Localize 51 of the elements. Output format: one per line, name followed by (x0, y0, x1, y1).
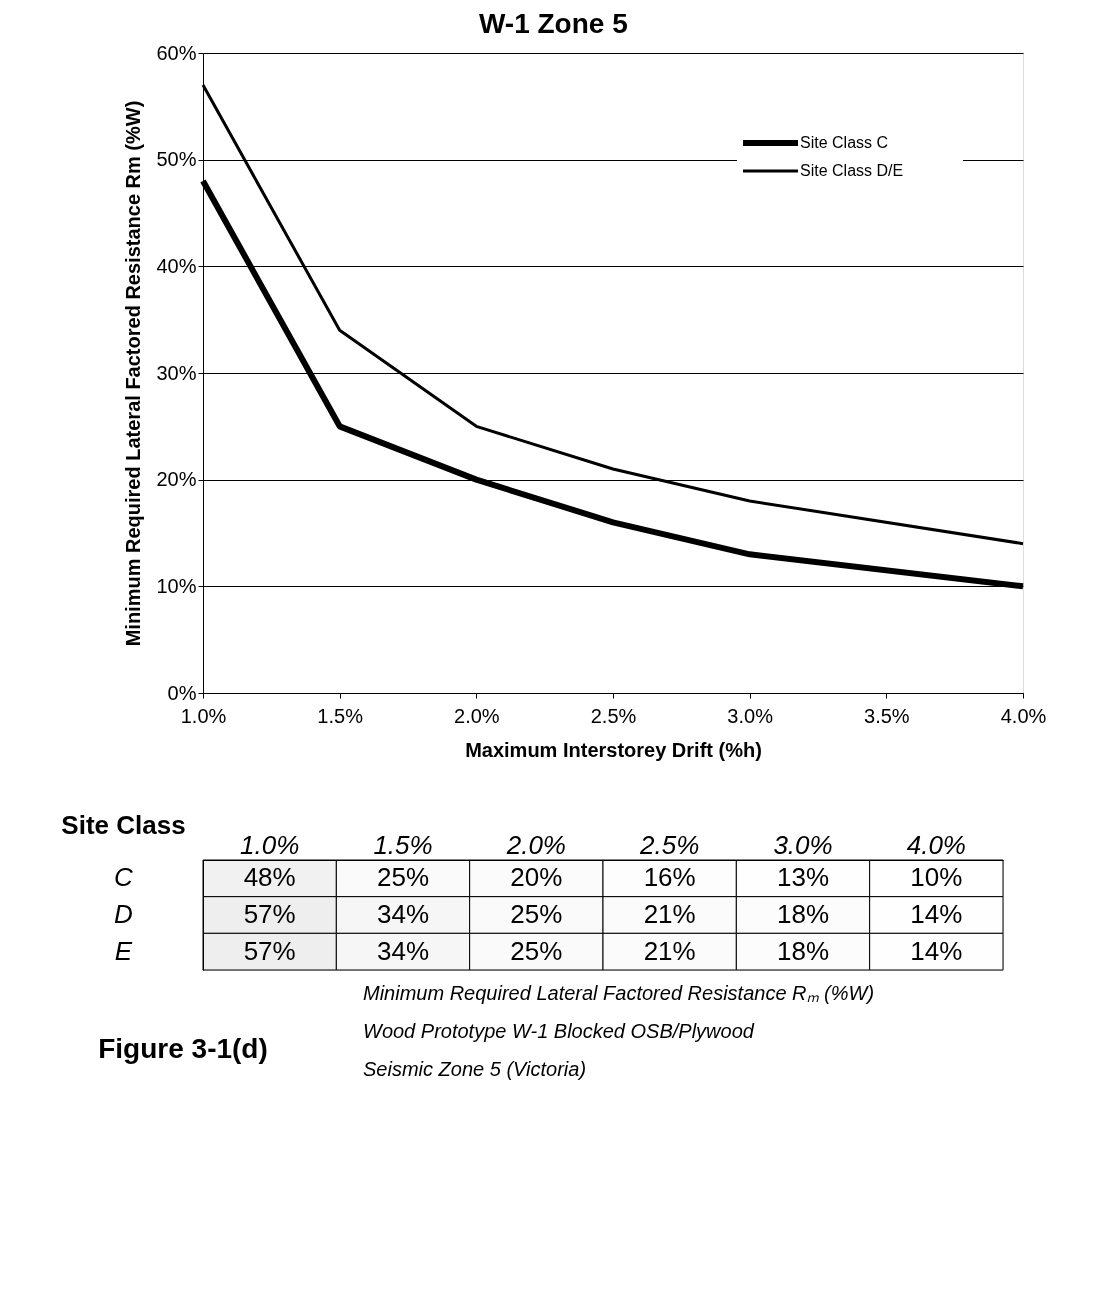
y-tick-label: C (114, 862, 134, 893)
y-tick-label: 30% (156, 361, 197, 384)
text: Seismic Zone 5 (Victoria) (363, 1058, 587, 1080)
y-tick-label: 20% (156, 468, 197, 491)
data-label: 21% (643, 899, 696, 929)
legend-label: Site Class C (800, 134, 889, 151)
x-tick-label: 1.0% (180, 704, 227, 727)
data-label: 13% (776, 862, 830, 893)
y-tick-label: E (114, 935, 133, 966)
data-label: 14% (910, 935, 963, 966)
data-label: 20% (510, 862, 563, 893)
data-label: 25% (376, 862, 430, 893)
data-label: 25% (510, 899, 563, 929)
x-tick-label: 1.0% (240, 829, 300, 860)
data-label: 18% (776, 935, 830, 966)
data-label: 25% (510, 935, 563, 966)
y-tick-label: D (114, 899, 133, 929)
x-tick-label: 1.5% (373, 829, 433, 860)
legend-label: Site Class D/E (800, 162, 904, 179)
data-label: 34% (376, 899, 430, 929)
x-tick-label: 3.5% (864, 704, 910, 727)
x-tick-label: 3.0% (773, 829, 833, 860)
x-tick-label: 3.0% (727, 704, 774, 727)
caption: Figure 3-1(d) (98, 1033, 268, 1064)
y-tick-label: 10% (156, 574, 197, 597)
chart-title: W-1 Zone 5 (478, 7, 628, 39)
data-label: 57% (243, 899, 296, 929)
data-label: 18% (776, 899, 830, 929)
x-axis-title: Maximum Interstorey Drift (%h) (465, 738, 762, 761)
data-label: 14% (910, 899, 963, 929)
y-tick-label: 40% (156, 254, 197, 277)
x-tick-label: 2.0% (505, 829, 566, 860)
x-tick-label: 1.5% (317, 704, 364, 727)
x-tick-label: 4.0% (906, 829, 966, 860)
y-axis-title: Minimum Required Lateral Factored Resistance Rm (%W) (122, 100, 145, 647)
y-tick-label: 60% (156, 41, 197, 64)
x-tick-label: 2.0% (454, 704, 500, 727)
data-label: 34% (376, 935, 430, 966)
y-tick-label: 0% (167, 681, 197, 704)
text: Minimum Required Lateral Factored Resistance Rₘ (%W) (363, 982, 875, 1004)
data-label: 10% (910, 862, 963, 893)
data-label: 48% (243, 862, 296, 893)
text: Wood Prototype W-1 Blocked OSB/Plywood (363, 1020, 755, 1042)
x-tick-label: 2.5% (639, 829, 700, 860)
data-label: 21% (643, 935, 696, 966)
y-axis-title: Site Class (61, 809, 186, 840)
x-tick-label: 2.5% (590, 704, 637, 727)
data-label: 57% (243, 935, 296, 966)
data-label: 16% (643, 862, 696, 893)
x-tick-label: 4.0% (1000, 704, 1047, 727)
y-tick-label: 50% (156, 148, 197, 171)
